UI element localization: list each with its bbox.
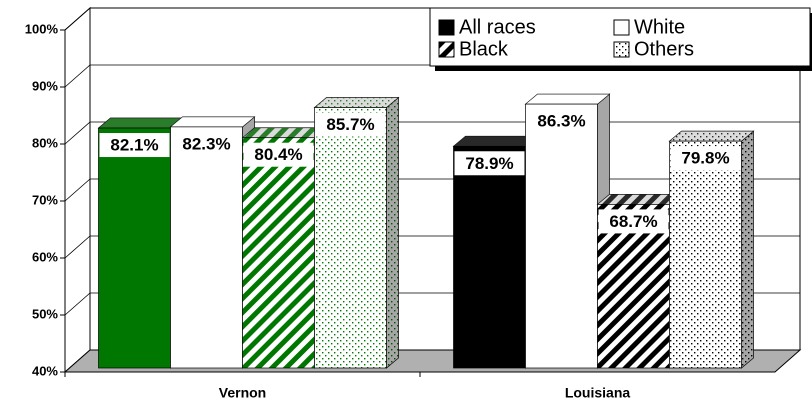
bar-front bbox=[669, 140, 742, 369]
y-tick-label: 70% bbox=[32, 192, 58, 207]
value-label: 85.7% bbox=[326, 115, 374, 134]
bar-top-shade bbox=[525, 94, 610, 105]
y-tick-label: 80% bbox=[32, 135, 58, 150]
x-tick-label: Louisiana bbox=[565, 385, 631, 401]
value-label: 82.3% bbox=[182, 134, 230, 153]
value-label: 79.8% bbox=[681, 149, 729, 168]
value-label-box bbox=[526, 109, 597, 134]
bar-top-shade bbox=[453, 136, 538, 147]
legend-label: All races bbox=[459, 16, 536, 38]
value-label: 82.1% bbox=[110, 136, 158, 155]
bar-side-shade bbox=[741, 131, 754, 368]
value-label-box bbox=[670, 146, 741, 171]
bar bbox=[524, 93, 611, 369]
bar-front bbox=[453, 145, 526, 369]
value-label-box bbox=[99, 133, 170, 158]
value-label-box bbox=[243, 142, 314, 167]
value-label-box bbox=[315, 112, 386, 137]
bar-front bbox=[525, 103, 598, 369]
legend-swatch bbox=[613, 41, 630, 58]
value-label: 86.3% bbox=[537, 112, 585, 131]
bar-top-shade bbox=[170, 116, 255, 127]
bar bbox=[668, 130, 755, 369]
value-label-box bbox=[598, 209, 669, 234]
bar-front bbox=[98, 127, 171, 369]
legend-swatch bbox=[438, 19, 455, 36]
bar-front bbox=[170, 126, 243, 369]
value-label: 78.9% bbox=[465, 154, 513, 173]
value-label-box bbox=[454, 151, 525, 176]
value-label-box bbox=[171, 131, 242, 156]
y-tick-label: 40% bbox=[32, 363, 58, 378]
legend-label: Others bbox=[634, 38, 694, 60]
bar-top-shade bbox=[98, 118, 183, 129]
bar-front bbox=[242, 137, 315, 369]
bar-top-shade bbox=[242, 127, 327, 138]
x-tick-label: Vernon bbox=[219, 385, 266, 401]
legend-swatch bbox=[438, 41, 455, 58]
bar-top-shade bbox=[597, 194, 682, 205]
y-tick-label: 100% bbox=[25, 21, 59, 36]
bar bbox=[313, 96, 400, 369]
legend-label: White bbox=[634, 16, 685, 38]
legend-label: Black bbox=[459, 38, 509, 60]
y-tick-label: 90% bbox=[32, 78, 58, 93]
bar-top-shade bbox=[314, 97, 399, 108]
legend-swatch bbox=[613, 19, 630, 36]
bar-side-shade bbox=[386, 97, 399, 368]
value-label: 80.4% bbox=[254, 145, 302, 164]
bar-top-shade bbox=[669, 131, 754, 142]
bar-front bbox=[314, 107, 387, 369]
y-tick-label: 50% bbox=[32, 306, 58, 321]
value-label: 68.7% bbox=[609, 212, 657, 231]
y-tick-label: 60% bbox=[32, 249, 58, 264]
